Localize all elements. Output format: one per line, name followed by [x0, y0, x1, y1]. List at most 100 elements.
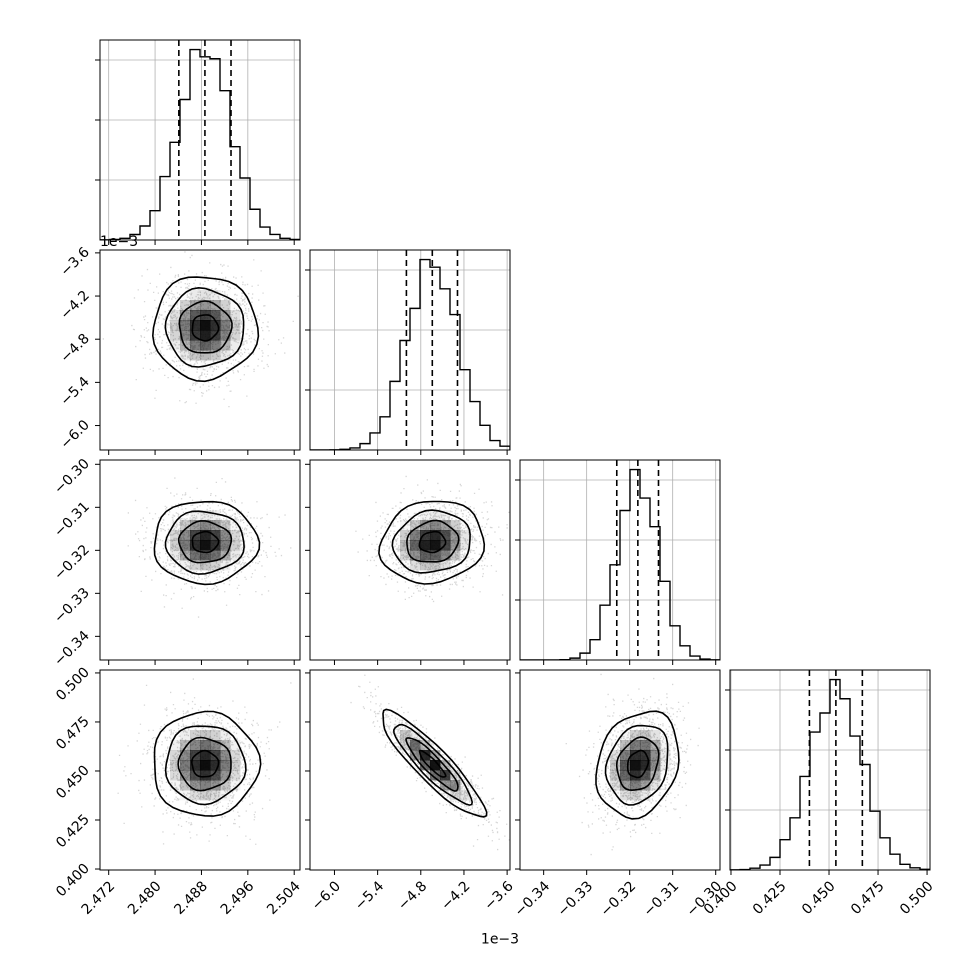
- grid-0: [100, 40, 300, 240]
- density-cell: [220, 330, 231, 341]
- axes-frame: [99, 39, 301, 241]
- density-cell: [440, 530, 451, 541]
- density-cell: [440, 510, 451, 521]
- density-cell: [440, 550, 451, 561]
- density-cell: [180, 350, 191, 361]
- axes-frame: [99, 669, 301, 871]
- density-cell: [410, 740, 421, 751]
- density-cell: [410, 540, 421, 551]
- density-cell: [450, 540, 461, 551]
- density-cell: [210, 310, 221, 321]
- contour-line: [391, 509, 471, 574]
- x-tick-label: −0.34: [512, 878, 554, 920]
- density-cell: [200, 300, 211, 311]
- density-cell: [190, 360, 200, 370]
- y-tick-label: −6.0: [57, 417, 92, 452]
- density-cell: [650, 750, 661, 761]
- y-offset-label: 1e−3: [100, 234, 138, 250]
- axes-frame: [309, 249, 511, 451]
- density-cell: [210, 560, 221, 571]
- density-cell: [410, 550, 421, 561]
- density-cell: [180, 760, 191, 771]
- density-cell: [180, 320, 191, 331]
- x-tick-label: 0.500: [897, 878, 937, 918]
- density-cell: [620, 790, 631, 801]
- x-tick-label: −0.31: [641, 878, 683, 920]
- density-layer: [127, 477, 292, 618]
- density-cell: [610, 770, 621, 781]
- y-tick-label: 0.500: [53, 664, 93, 704]
- x-tick-label: −4.2: [438, 878, 473, 913]
- density-cell: [170, 770, 181, 781]
- density-cell: [220, 540, 231, 551]
- density-cell: [220, 740, 231, 751]
- density-cell: [460, 540, 471, 551]
- contour-line: [418, 530, 447, 554]
- density-cell: [430, 760, 441, 771]
- x-tick-label: −6.0: [309, 878, 344, 913]
- density-cell: [180, 560, 191, 571]
- density-cell: [200, 550, 211, 561]
- density-cell: [180, 770, 191, 781]
- density-cell: [660, 740, 670, 750]
- scatter-points: [117, 678, 292, 845]
- contour-line: [190, 749, 220, 778]
- axes-frame: [729, 669, 931, 871]
- density-cell: [200, 540, 211, 551]
- density-cell: [230, 540, 241, 551]
- density-cell: [180, 330, 191, 341]
- contour-line: [153, 710, 262, 817]
- density-cell: [170, 740, 181, 751]
- density-cell: [190, 550, 201, 561]
- density-cell: [620, 770, 631, 781]
- x-tick-label: −0.33: [555, 878, 597, 920]
- density-cell: [210, 540, 221, 551]
- histogram-panel-3: [725, 669, 931, 875]
- density-cell: [180, 780, 191, 791]
- density-cell: [220, 520, 231, 531]
- density-cell: [410, 520, 421, 531]
- x-tick-label: 2.488: [171, 878, 211, 918]
- density-cell: [230, 770, 241, 781]
- density-cell: [210, 550, 221, 561]
- density-cell: [430, 550, 441, 561]
- density-cell: [220, 770, 231, 781]
- density-cell: [400, 550, 411, 561]
- density-cell: [430, 560, 441, 571]
- density-cell: [190, 330, 201, 341]
- density-cell: [220, 750, 231, 761]
- density-cell: [190, 560, 201, 571]
- scatter-panel-3-0: [95, 669, 301, 875]
- density-cell: [640, 770, 651, 781]
- density-cell: [180, 740, 191, 751]
- density-cell: [190, 540, 201, 551]
- histogram-step-3: [730, 678, 930, 870]
- density-cell: [630, 780, 641, 791]
- density-cell: [170, 540, 181, 551]
- contour-line: [178, 300, 233, 354]
- density-cell: [420, 540, 431, 551]
- density-cell: [440, 560, 451, 571]
- axes-frame: [519, 459, 721, 661]
- density-cell: [420, 560, 431, 571]
- contour-line: [604, 724, 669, 806]
- scatter-panel-2-0: [95, 459, 301, 665]
- density-cell: [210, 350, 221, 361]
- density-cell: [200, 740, 211, 751]
- y-tick-label: −0.34: [51, 628, 93, 670]
- contour-line: [406, 519, 460, 563]
- y-tick-label: −5.4: [57, 374, 92, 409]
- contour-line: [164, 725, 247, 806]
- density-cell: [190, 740, 201, 751]
- density-cell: [430, 530, 441, 541]
- density-cell: [220, 340, 231, 351]
- density-cell: [450, 560, 460, 570]
- contour-line: [151, 276, 260, 383]
- density-cell: [230, 330, 241, 341]
- density-cell: [200, 520, 211, 531]
- grid-3: [730, 670, 930, 870]
- density-cell: [220, 780, 231, 791]
- density-cell: [460, 530, 471, 541]
- density-cell: [190, 320, 201, 331]
